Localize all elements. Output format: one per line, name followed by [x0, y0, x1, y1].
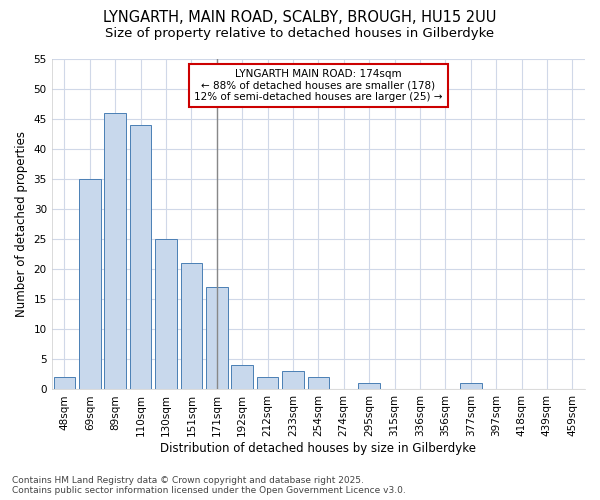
Bar [282, 372, 304, 390]
Bar [232, 366, 253, 390]
Bar [308, 378, 329, 390]
Bar [181, 264, 202, 390]
Text: Size of property relative to detached houses in Gilberdyke: Size of property relative to detached ho… [106, 28, 494, 40]
Text: LYNGARTH MAIN ROAD: 174sqm
← 88% of detached houses are smaller (178)
12% of sem: LYNGARTH MAIN ROAD: 174sqm ← 88% of deta… [194, 69, 443, 102]
X-axis label: Distribution of detached houses by size in Gilberdyke: Distribution of detached houses by size … [160, 442, 476, 455]
Bar [460, 384, 482, 390]
Bar [257, 378, 278, 390]
Bar [206, 288, 227, 390]
Text: Contains HM Land Registry data © Crown copyright and database right 2025.
Contai: Contains HM Land Registry data © Crown c… [12, 476, 406, 495]
Text: LYNGARTH, MAIN ROAD, SCALBY, BROUGH, HU15 2UU: LYNGARTH, MAIN ROAD, SCALBY, BROUGH, HU1… [103, 10, 497, 25]
Bar [79, 179, 101, 390]
Bar [53, 378, 75, 390]
Bar [130, 125, 151, 390]
Y-axis label: Number of detached properties: Number of detached properties [15, 131, 28, 317]
Bar [155, 240, 177, 390]
Bar [104, 113, 126, 390]
Bar [358, 384, 380, 390]
